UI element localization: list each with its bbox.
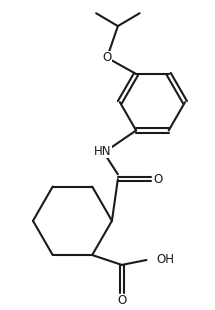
Text: OH: OH — [156, 254, 174, 267]
Text: O: O — [102, 51, 112, 64]
Text: O: O — [154, 173, 163, 186]
Text: HN: HN — [94, 145, 112, 158]
Text: O: O — [117, 294, 126, 307]
